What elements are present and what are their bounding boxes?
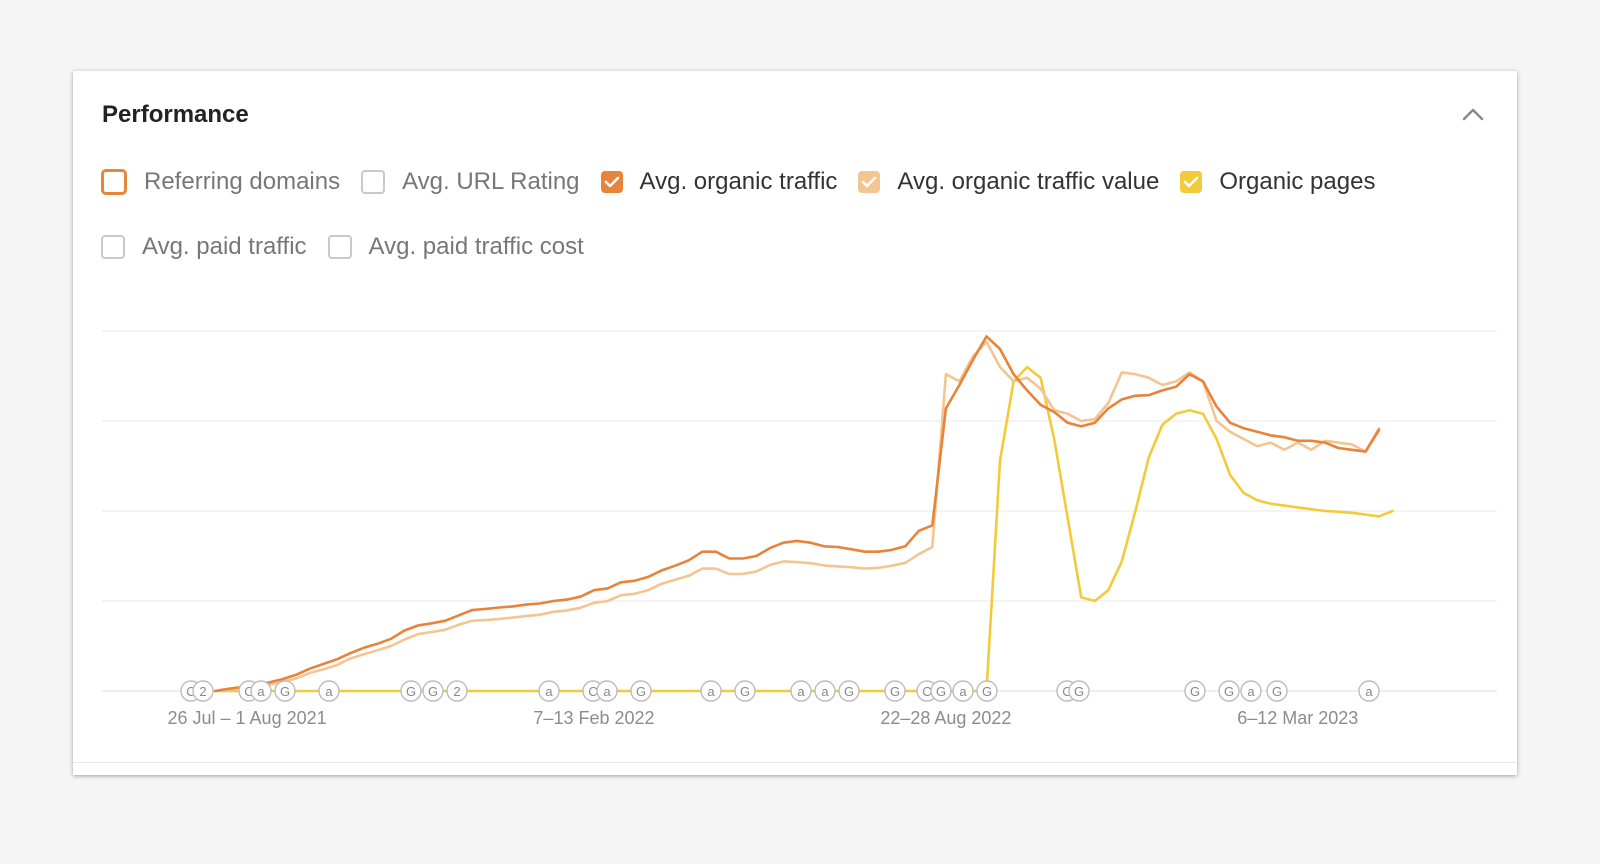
check-icon: [862, 176, 877, 188]
annotation-marker: [884, 680, 906, 702]
annotation-label: G: [844, 684, 854, 699]
legend-avg-organic-traffic-value[interactable]: Avg. organic traffic value: [858, 168, 1159, 196]
annotation-marker: [446, 680, 468, 702]
annotation-marker: [250, 680, 272, 702]
annotation-marker: [838, 680, 860, 702]
annotation-label: G: [1272, 684, 1282, 699]
legend-organic-pages[interactable]: Organic pages: [1180, 168, 1375, 196]
annotation-label: a: [545, 684, 553, 699]
legend-avg-url-rating[interactable]: Avg. URL Rating: [361, 168, 580, 196]
annotation-marker: [318, 680, 340, 702]
legend-label: Organic pages: [1219, 168, 1376, 195]
annotation-label: G: [636, 684, 646, 699]
annotation-marker: [790, 680, 812, 702]
check-icon: [1184, 176, 1199, 188]
annotation-label: G: [406, 684, 416, 699]
annotation-label: G: [1190, 684, 1200, 699]
annotation-marker: [1218, 680, 1240, 702]
annotation-label: a: [959, 684, 967, 699]
annotation-label: a: [603, 684, 611, 699]
annotation-label: G: [428, 684, 438, 699]
checkbox-avg-paid-traffic-cost[interactable]: [327, 235, 352, 259]
checkbox-avg-url-rating[interactable]: [361, 170, 386, 194]
annotation-label: C: [244, 684, 253, 699]
annotation-marker: [192, 680, 214, 702]
check-icon: [604, 176, 619, 188]
annotation-label: G: [890, 684, 900, 699]
annotation-marker: [274, 680, 296, 702]
performance-panel: Performance Referring domains Avg. URL R…: [73, 71, 1517, 775]
annotation-label: G: [1224, 684, 1234, 699]
legend-label: Avg. organic traffic: [639, 168, 838, 195]
performance-chart: 26 Jul – 1 Aug 2021 7–13 Feb 2022 22–28 Au…: [102, 330, 1497, 728]
series-avg-organic-traffic: [213, 335, 1381, 693]
annotation-label: a: [707, 684, 715, 699]
divider: [73, 762, 1517, 763]
checkbox-avg-paid-traffic[interactable]: [101, 235, 125, 259]
checkbox-avg-organic-traffic[interactable]: [600, 171, 623, 193]
annotation-label: 2: [199, 684, 206, 699]
annotation-label: G: [1074, 684, 1084, 699]
annotation-marker: [734, 680, 756, 702]
checkbox-avg-organic-traffic-value[interactable]: [858, 171, 881, 193]
annotation-label: a: [257, 684, 265, 699]
legend-label: Avg. organic traffic value: [897, 168, 1160, 195]
annotation-label: a: [325, 684, 333, 699]
annotation-label: a: [821, 684, 829, 699]
annotation-label: a: [1247, 684, 1255, 699]
legend-label: Avg. URL Rating: [402, 168, 580, 195]
annotation-marker: [930, 680, 952, 702]
x-tick-label: 22–28 Aug 2022: [880, 708, 1011, 728]
x-tick-label: 26 Jul – 1 Aug 2021: [167, 708, 326, 728]
annotation-marker: [952, 680, 974, 702]
annotation-marker: [630, 680, 652, 702]
annotation-marker: [400, 680, 422, 702]
annotation-label: a: [797, 684, 805, 699]
legend-row-1: Referring domains Avg. URL Rating Avg. o…: [101, 168, 1396, 196]
x-tick-label: 7–13 Feb 2022: [533, 708, 654, 728]
collapse-chevron-icon[interactable]: [1461, 105, 1485, 123]
annotation-marker: [814, 680, 836, 702]
checkbox-referring-domains[interactable]: [101, 169, 127, 195]
annotation-marker: [1358, 680, 1380, 702]
annotation-marker: [1240, 680, 1262, 702]
legend-avg-paid-traffic[interactable]: Avg. paid traffic: [101, 233, 307, 261]
legend-referring-domains[interactable]: Referring domains: [101, 168, 340, 196]
annotation-marker: [538, 680, 560, 702]
series-avg-organic-traffic-value: [213, 340, 1381, 693]
annotation-marker: [596, 680, 618, 702]
annotation-marker: [1266, 680, 1288, 702]
annotation-label: G: [982, 684, 992, 699]
annotation-label: C: [588, 684, 597, 699]
annotation-label: G: [936, 684, 946, 699]
panel-title: Performance: [102, 101, 249, 128]
legend-avg-paid-traffic-cost[interactable]: Avg. paid traffic cost: [327, 233, 584, 261]
annotation-label: a: [1365, 684, 1373, 699]
legend-avg-organic-traffic[interactable]: Avg. organic traffic: [600, 168, 838, 196]
annotation-label: C: [1062, 684, 1071, 699]
annotation-label: C: [922, 684, 931, 699]
x-tick-label: 6–12 Mar 2023: [1237, 708, 1358, 728]
legend-label: Avg. paid traffic: [142, 233, 307, 260]
annotation-label: G: [740, 684, 750, 699]
legend-label: Referring domains: [144, 168, 341, 195]
legend-row-2: Avg. paid traffic Avg. paid traffic cost: [101, 233, 605, 261]
annotation-marker: [422, 680, 444, 702]
legend-label: Avg. paid traffic cost: [368, 233, 584, 260]
annotation-marker: [700, 680, 722, 702]
annotation-label: C: [186, 684, 195, 699]
annotation-label: G: [280, 684, 290, 699]
annotation-marker: [976, 680, 998, 702]
annotation-marker: [1068, 680, 1090, 702]
annotation-label: 2: [453, 684, 460, 699]
checkbox-organic-pages[interactable]: [1180, 171, 1203, 193]
annotation-marker: [1184, 680, 1206, 702]
